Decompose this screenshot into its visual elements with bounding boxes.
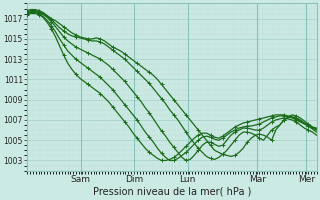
X-axis label: Pression niveau de la mer( hPa ): Pression niveau de la mer( hPa ) bbox=[92, 187, 251, 197]
